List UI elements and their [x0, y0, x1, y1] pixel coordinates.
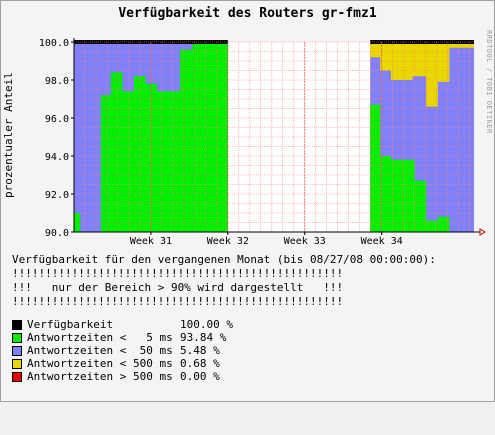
- chart-svg: 90.0 92.0 94.0 96.0 98.0 100.0 Week 31 Week 32 W…: [39, 38, 486, 247]
- legend-item-lt500: Antwortzeiten < 500 ms 0.68 %: [12, 357, 220, 370]
- legend-swatch-availability: [12, 320, 22, 330]
- legend-label: Antwortzeiten < 50 ms: [27, 344, 173, 357]
- legend-label: Antwortzeiten < 5 ms: [27, 331, 173, 344]
- tick-label-layer: 90.0 92.0 94.0 96.0 98.0 100.0 Week 31 Week 32 W…: [39, 38, 403, 247]
- legend-value: 93.84 %: [180, 331, 227, 344]
- y-tick-label: 94.0: [45, 152, 69, 163]
- legend-value: 0.68 %: [180, 357, 220, 370]
- notice-line-3: !!!!!!!!!!!!!!!!!!!!!!!!!!!!!!!!!!!!!!!!…: [12, 295, 344, 308]
- grid-layer: [73, 41, 474, 233]
- series-area-lt5: [370, 104, 474, 232]
- y-tick-label: 100.0: [39, 38, 69, 49]
- legend-swatch-lt500: [12, 359, 22, 369]
- legend-swatch-gt500: [12, 372, 22, 382]
- legend-item-gt500: Antwortzeiten > 500 ms 0.00 %: [12, 370, 220, 383]
- legend-label: Verfügbarkeit: [27, 318, 114, 331]
- watermark: RRDTOOL / TOBI OETIKER: [485, 30, 493, 134]
- x-tick-label: Week 32: [207, 236, 249, 247]
- legend-swatch-lt5: [12, 333, 22, 343]
- x-tick-label: Week 31: [130, 236, 172, 247]
- x-tick-label: Week 34: [361, 236, 403, 247]
- legend-value: 0.00 %: [180, 370, 220, 383]
- legend-item-availability: Verfügbarkeit 100.00 %: [12, 318, 233, 331]
- y-tick-label: 96.0: [45, 114, 69, 125]
- y-tick-label: 90.0: [45, 228, 69, 239]
- notice-line-1: !!!!!!!!!!!!!!!!!!!!!!!!!!!!!!!!!!!!!!!!…: [12, 267, 344, 280]
- legend-swatch-lt50: [12, 346, 22, 356]
- notice-line-2: !!! nur der Bereich > 90% wird dargestel…: [12, 281, 344, 294]
- period-text: Verfügbarkeit für den vergangenen Monat …: [12, 253, 436, 266]
- y-tick-label: 98.0: [45, 76, 69, 87]
- x-axis-arrow: [479, 228, 486, 236]
- y-tick-label: 92.0: [45, 190, 69, 201]
- legend-value: 5.48 %: [180, 344, 220, 357]
- legend-value: 100.00 %: [180, 318, 233, 331]
- legend-label: Antwortzeiten < 500 ms: [27, 357, 173, 370]
- legend-label: Antwortzeiten > 500 ms: [27, 370, 173, 383]
- legend-item-lt50: Antwortzeiten < 50 ms 5.48 %: [12, 344, 220, 357]
- axes-layer: [71, 38, 486, 236]
- legend-item-lt5: Antwortzeiten < 5 ms 93.84 %: [12, 331, 226, 344]
- x-tick-label: Week 33: [284, 236, 326, 247]
- chart-title: Verfügbarkeit des Routers gr-fmz1: [118, 6, 377, 21]
